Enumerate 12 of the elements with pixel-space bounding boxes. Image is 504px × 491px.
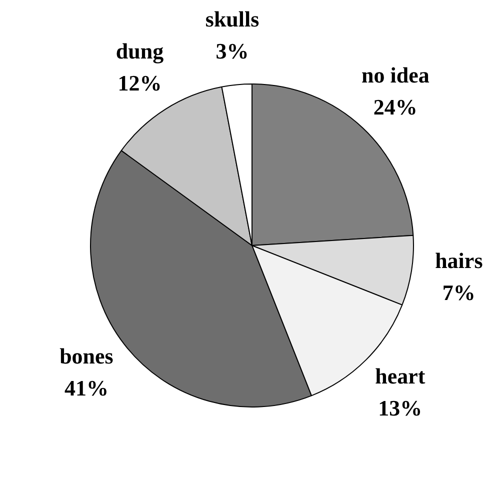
data-label: 7%: [442, 280, 476, 305]
slice-label: bones: [60, 344, 114, 369]
slice-label: dung: [116, 38, 164, 64]
slice-label: heart: [375, 363, 426, 388]
data-label: 13%: [378, 395, 422, 420]
slice-label: no idea: [361, 62, 430, 88]
data-label: 41%: [64, 376, 108, 401]
data-label: 24%: [373, 94, 418, 120]
data-label: 12%: [118, 70, 162, 96]
slice-label: hairs: [435, 248, 484, 273]
slice-label: skulls: [205, 6, 260, 32]
data-label: 3%: [216, 38, 249, 64]
